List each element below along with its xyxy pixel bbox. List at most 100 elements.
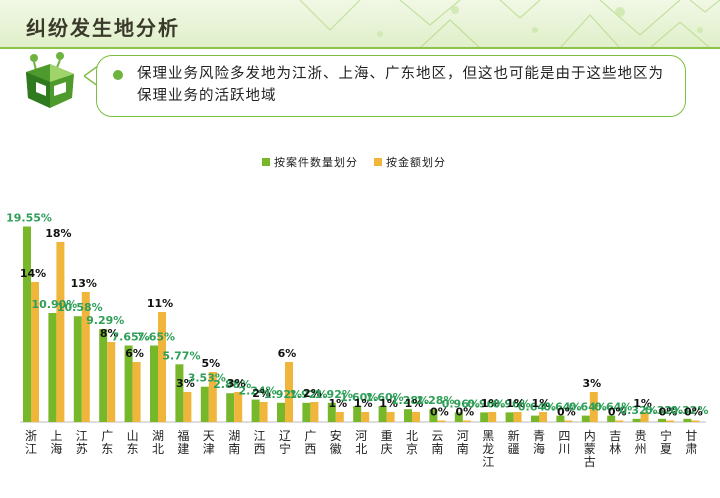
data-label-count: 0.64%: [594, 401, 632, 414]
x-tick-label: 江: [482, 455, 494, 469]
data-label-amount: 3%: [582, 377, 601, 390]
bar-count: [658, 418, 666, 422]
bar-amount: [640, 412, 649, 422]
data-label-amount: 8%: [100, 327, 119, 340]
bar-count: [454, 412, 463, 422]
data-label-amount: 1%: [354, 397, 373, 410]
data-label-amount: 3%: [176, 377, 195, 390]
bar-count: [607, 415, 616, 422]
x-tick-label: 建: [177, 442, 189, 456]
bar-count: [556, 415, 565, 422]
data-label-amount: 1%: [405, 397, 424, 410]
data-label-count: 0.96%: [467, 397, 505, 410]
x-tick-label: 辽: [279, 429, 291, 443]
bar-count: [200, 386, 209, 422]
x-tick-label: 川: [558, 442, 570, 456]
x-tick-label: 夏: [660, 442, 672, 456]
bar-count: [378, 406, 387, 422]
data-label-count: 1.28%: [416, 394, 454, 407]
bar-amount: [107, 342, 116, 422]
x-tick-label: 北: [355, 442, 367, 456]
bar-amount: [437, 420, 446, 422]
chart-legend: 按案件数量划分 按金额划分: [262, 154, 456, 170]
x-tick-label: 广: [304, 429, 316, 443]
x-tick-label: 海: [50, 441, 62, 456]
data-label-count: 5.77%: [162, 349, 200, 362]
data-label-amount: 1%: [506, 397, 525, 410]
data-label-count: 0.64%: [569, 401, 607, 414]
data-label-count: 0.96%: [493, 397, 531, 410]
x-tick-label: 广: [101, 429, 113, 443]
legend-swatch-count: [262, 158, 270, 166]
x-tick-label: 四: [558, 429, 570, 443]
bar-count: [353, 406, 362, 422]
x-tick-label: 安: [330, 428, 342, 443]
bar-count: [73, 316, 82, 422]
bar-count: [581, 415, 590, 422]
bar-amount: [691, 420, 700, 422]
data-label-count: 0.64%: [518, 401, 556, 414]
x-tick-label: 内: [584, 429, 596, 443]
data-label-amount: 1%: [481, 397, 500, 410]
bar-count: [48, 313, 57, 422]
x-tick-label: 江: [25, 442, 37, 456]
x-tick-label: 天: [203, 429, 215, 443]
data-label-amount: 3%: [227, 377, 246, 390]
x-tick-label: 京: [406, 442, 418, 456]
data-label-amount: 0%: [557, 406, 576, 419]
x-tick-label: 州: [635, 442, 647, 456]
bar-count: [226, 393, 235, 422]
x-tick-label: 北: [152, 442, 164, 456]
x-tick-label: 浙: [25, 429, 37, 443]
data-label-amount: 11%: [147, 297, 173, 310]
x-tick-label: 新: [508, 428, 520, 443]
bar-amount: [361, 412, 370, 422]
x-tick-label: 蒙: [584, 442, 596, 456]
data-label-count: 3.53%: [188, 372, 226, 385]
x-tick-label: 山: [127, 429, 139, 443]
bar-amount: [183, 392, 192, 422]
bar-count: [683, 418, 692, 422]
x-tick-label: 南: [457, 441, 469, 456]
data-label-count: 7.65%: [112, 331, 150, 344]
legend-item-amount: 按金额划分: [374, 154, 446, 170]
x-tick-label: 江: [254, 429, 266, 443]
data-label-count: 9.29%: [86, 314, 124, 327]
legend-label-amount: 按金额划分: [386, 156, 446, 169]
data-label-count: 1.60%: [340, 391, 378, 404]
bar-amount: [259, 402, 268, 422]
data-label-amount: 6%: [125, 347, 144, 360]
page-title: 纠纷发生地分析: [26, 16, 180, 40]
bar-amount: [56, 242, 65, 422]
x-tick-label: 龙: [482, 442, 494, 456]
data-label-count: 0.64%: [543, 401, 581, 414]
data-label-count: 7.65%: [137, 331, 175, 344]
x-tick-label: 湖: [228, 428, 240, 443]
bar-amount: [564, 420, 573, 422]
x-tick-label: 上: [50, 429, 62, 443]
data-label-amount: 5%: [201, 357, 220, 370]
bar-count: [531, 415, 539, 422]
x-tick-label: 黑: [482, 429, 494, 443]
data-label-count: 1.92%: [289, 388, 327, 401]
bar-count: [99, 329, 108, 422]
bar-amount: [539, 412, 547, 422]
header-pattern: [299, 0, 720, 48]
data-label-count: 19.55%: [6, 212, 52, 225]
x-tick-label: 河: [355, 429, 367, 443]
bar-count: [150, 345, 158, 422]
bar-amount: [615, 420, 624, 422]
bar-amount: [132, 362, 141, 422]
bar-amount: [335, 412, 344, 422]
legend-label-count: 按案件数量划分: [274, 156, 358, 169]
x-tick-label: 林: [609, 442, 621, 456]
data-label-amount: 6%: [278, 347, 297, 360]
x-tick-label: 江: [76, 429, 88, 443]
x-tick-label: 甘: [685, 429, 697, 443]
x-tick-label: 吉: [609, 429, 621, 443]
header-divider: [0, 47, 720, 49]
data-label-count: 0.96%: [442, 397, 480, 410]
bar-amount: [488, 412, 497, 422]
callout-text: 保理业务风险多发地为江浙、上海、广东地区，但这也可能是由于这些地区为保理业务的活…: [137, 66, 664, 104]
x-tick-label: 河: [457, 429, 469, 443]
